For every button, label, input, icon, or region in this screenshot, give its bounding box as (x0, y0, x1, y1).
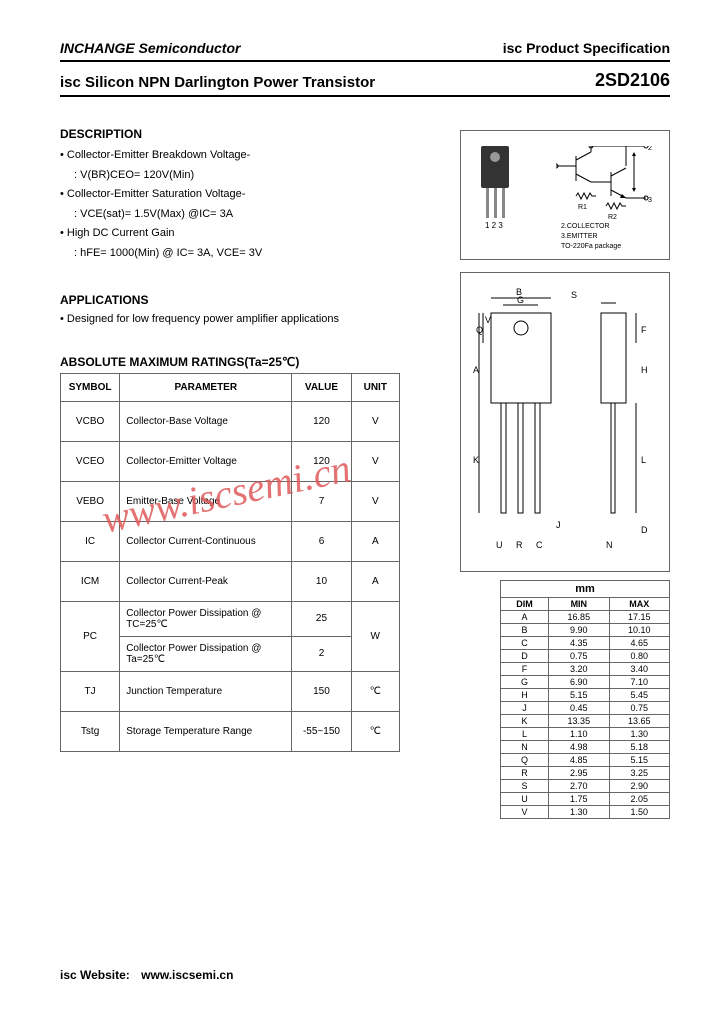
svg-text:A: A (473, 365, 479, 375)
svg-text:Q: Q (476, 325, 483, 335)
dim-row: F3.203.40 (501, 663, 670, 676)
dim-row: S2.702.90 (501, 780, 670, 793)
lead-icon (494, 188, 497, 218)
dim-header: DIM MIN MAX (501, 598, 670, 611)
pin-desc: 3.EMITTER (561, 233, 598, 240)
table-row: VCBO Collector-Base Voltage 120 V (61, 401, 400, 441)
col-value: VALUE (292, 373, 351, 401)
dim-row: U1.752.05 (501, 793, 670, 806)
package-outline-icon: B G Q A K U R C J V S F (461, 273, 669, 571)
svg-text:U: U (496, 540, 503, 550)
lead-icon (502, 188, 505, 218)
dim-row: R2.953.25 (501, 767, 670, 780)
svg-text:S: S (571, 290, 577, 300)
col-parameter: PARAMETER (120, 373, 292, 401)
dim-row: N4.985.18 (501, 741, 670, 754)
footer-url: www.iscsemi.cn (141, 968, 233, 982)
description-list: Collector-Emitter Breakdown Voltage- : V… (60, 147, 400, 263)
table-row: VEBO Emitter-Base Voltage 7 V (61, 481, 400, 521)
svg-text:F: F (641, 325, 647, 335)
applications-heading: APPLICATIONS (60, 293, 400, 307)
datasheet-page: INCHANGE Semiconductor isc Product Speci… (0, 0, 720, 1012)
table-row: Tstg Storage Temperature Range -55~150 ℃ (61, 711, 400, 751)
table-row: VCEO Collector-Emitter Voltage 120 V (61, 441, 400, 481)
pkg-desc: TO-220Fa package (561, 243, 621, 250)
desc-item: High DC Current Gain (60, 225, 400, 243)
desc-item: Collector-Emitter Breakdown Voltage- (60, 147, 400, 165)
right-column: 1 2 3 1 2 (460, 130, 670, 819)
header: INCHANGE Semiconductor isc Product Speci… (60, 40, 670, 62)
transistor-icon (481, 146, 509, 188)
svg-text:L: L (641, 455, 646, 465)
description-heading: DESCRIPTION (60, 127, 400, 141)
footer-label: isc Website: (60, 968, 130, 982)
svg-text:K: K (473, 455, 479, 465)
svg-text:G: G (517, 295, 524, 305)
dim-row: B9.9010.10 (501, 624, 670, 637)
dim-row: Q4.855.15 (501, 754, 670, 767)
table-row: PC Collector Power Dissipation @ TC=25℃ … (61, 601, 400, 636)
desc-item: : V(BR)CEO= 120V(Min) (60, 167, 400, 185)
package-drawing: B G Q A K U R C J V S F (460, 272, 670, 572)
schematic-diagram: 1 2 3 1 2 (460, 130, 670, 260)
dim-row: G6.907.10 (501, 676, 670, 689)
svg-text:H: H (641, 365, 648, 375)
table-row: ICM Collector Current-Peak 10 A (61, 561, 400, 601)
table-row: IC Collector Current-Continuous 6 A (61, 521, 400, 561)
desc-item: : VCE(sat)= 1.5V(Max) @IC= 3A (60, 206, 400, 224)
desc-item: : hFE= 1000(Min) @ IC= 3A, VCE= 3V (60, 245, 400, 263)
dim-row: V1.301.50 (501, 806, 670, 819)
spec-label: isc Product Specification (503, 40, 670, 56)
dim-unit-header: mm (500, 580, 670, 597)
svg-text:V: V (485, 315, 491, 325)
col-unit: UNIT (351, 373, 399, 401)
svg-text:N: N (606, 540, 613, 550)
app-item: Designed for low frequency power amplifi… (60, 313, 400, 325)
title-row: isc Silicon NPN Darlington Power Transis… (60, 70, 670, 97)
dim-row: L1.101.30 (501, 728, 670, 741)
dim-row: K13.3513.65 (501, 715, 670, 728)
ratings-table: SYMBOL PARAMETER VALUE UNIT VCBO Collect… (60, 373, 400, 752)
svg-text:D: D (641, 525, 648, 535)
pin-desc: 2.COLLECTOR (561, 223, 610, 230)
svg-text:R: R (516, 540, 523, 550)
ratings-heading: ABSOLUTE MAXIMUM RATINGS(Ta=25℃) (60, 355, 400, 369)
pin-label: 1 2 3 (485, 221, 503, 230)
svg-text:C: C (536, 540, 543, 550)
desc-item: Collector-Emitter Saturation Voltage- (60, 186, 400, 204)
product-title: isc Silicon NPN Darlington Power Transis… (60, 74, 375, 91)
table-row: TJ Junction Temperature 150 ℃ (61, 671, 400, 711)
resistor-label: R1 (578, 204, 587, 211)
dimensions-table: DIM MIN MAX A16.8517.15 B9.9010.10 C4.35… (500, 597, 670, 819)
lead-icon (486, 188, 489, 218)
applications-list: Designed for low frequency power amplifi… (60, 313, 400, 325)
dim-row: D0.750.80 (501, 650, 670, 663)
dim-row: H5.155.45 (501, 689, 670, 702)
circuit-schematic-icon: 1 2 3 (556, 146, 656, 226)
terminal-3: 3 (648, 197, 652, 204)
resistor-label: R2 (608, 214, 617, 221)
part-number: 2SD2106 (595, 70, 670, 91)
col-symbol: SYMBOL (61, 373, 120, 401)
dim-row: J0.450.75 (501, 702, 670, 715)
svg-text:J: J (556, 520, 561, 530)
terminal-2: 2 (648, 146, 652, 152)
table-header: SYMBOL PARAMETER VALUE UNIT (61, 373, 400, 401)
dim-row: C4.354.65 (501, 637, 670, 650)
dim-row: A16.8517.15 (501, 611, 670, 624)
footer: isc Website: www.iscsemi.cn (60, 968, 233, 982)
company-name: INCHANGE Semiconductor (60, 40, 240, 56)
